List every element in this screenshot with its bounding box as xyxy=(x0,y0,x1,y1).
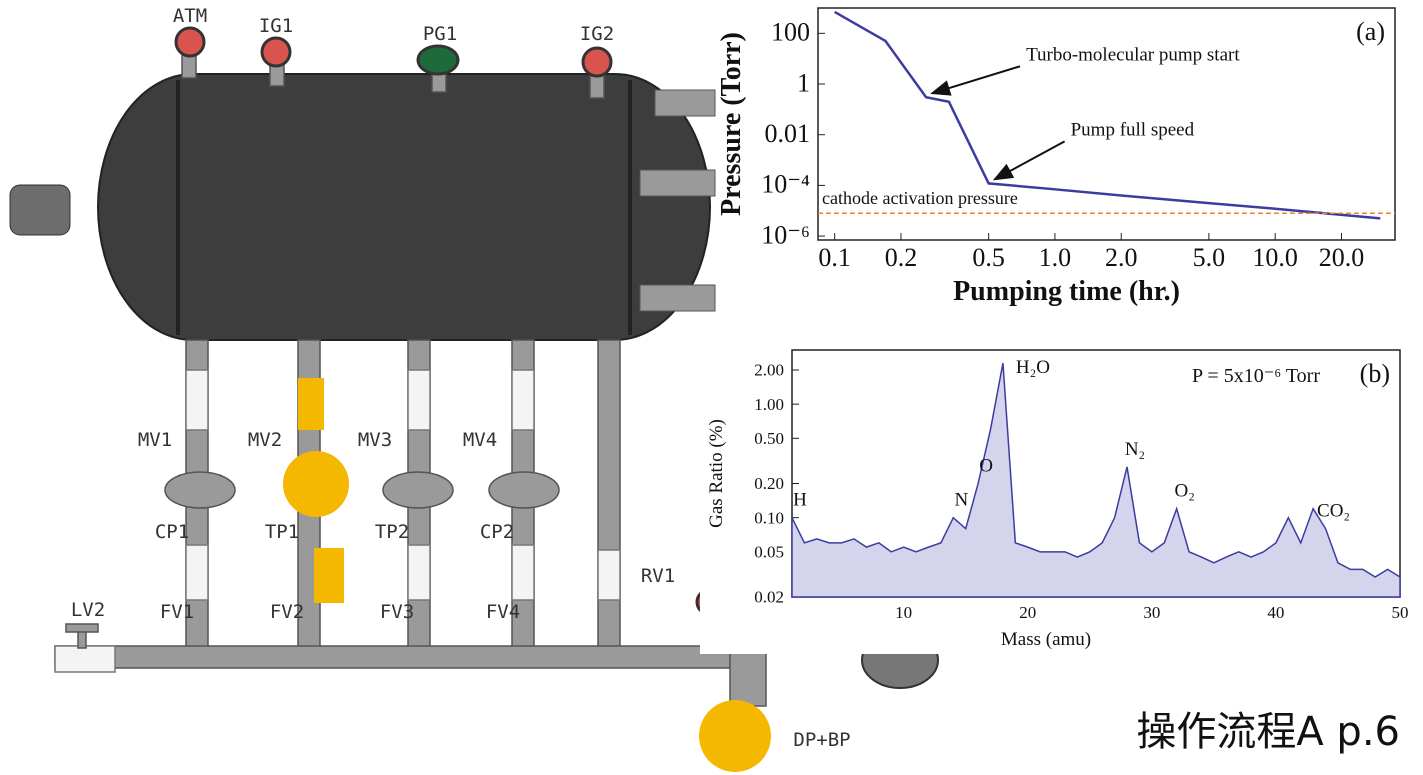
peak-label: O xyxy=(979,455,993,476)
y-axis-label: Gas Ratio (%) xyxy=(706,419,727,528)
valve-label: MV4 xyxy=(463,429,497,451)
annotation: Pump full speed xyxy=(1071,119,1195,140)
caption: 操作流程A p.6 xyxy=(1136,709,1400,755)
annotation-arrow xyxy=(930,65,1021,96)
y-tick-label: 0.01 xyxy=(765,119,811,148)
peak-label: N xyxy=(954,490,968,511)
turbo-pump xyxy=(283,451,349,517)
x-tick-label: 0.5 xyxy=(972,243,1005,272)
y-tick-label: 2.00 xyxy=(754,361,784,380)
gauge-label: IG2 xyxy=(580,23,614,45)
y-tick-label: 1 xyxy=(797,68,810,97)
y-tick-label: 1.00 xyxy=(754,395,784,414)
reference-label: cathode activation pressure xyxy=(822,188,1018,208)
data-area xyxy=(791,362,1401,598)
x-axis-label: Mass (amu) xyxy=(1001,629,1091,650)
gauge-label: IG1 xyxy=(259,15,293,37)
y-tick-label: 0.50 xyxy=(754,429,784,448)
x-tick-label: 10 xyxy=(895,603,912,622)
valve-label: FV1 xyxy=(160,601,194,623)
x-tick-label: 5.0 xyxy=(1193,243,1226,272)
x-tick-label: 0.1 xyxy=(818,243,851,272)
x-tick-label: 20 xyxy=(1019,603,1036,622)
valve-label: LV2 xyxy=(71,599,105,621)
gauge xyxy=(260,36,292,68)
gauge xyxy=(174,26,206,58)
peak-label: H₂O xyxy=(1016,357,1050,378)
panel-label: (b) xyxy=(1360,359,1390,388)
gauge xyxy=(416,44,460,76)
x-tick-label: 1.0 xyxy=(1039,243,1072,272)
diffusion-pump xyxy=(699,700,771,772)
x-tick-label: 2.0 xyxy=(1105,243,1138,272)
valve-label: FV3 xyxy=(380,601,414,623)
valve-label: FV4 xyxy=(486,601,520,623)
data-line xyxy=(834,10,1381,220)
x-tick-label: 20.0 xyxy=(1319,243,1365,272)
valve-label: MV2 xyxy=(248,429,282,451)
chamber xyxy=(97,73,711,341)
x-tick-label: 40 xyxy=(1267,603,1284,622)
x-tick-label: 50 xyxy=(1392,603,1409,622)
chart-a-panel xyxy=(722,0,1423,312)
vacuum-diagram: ATM IG1 PG1 IG2 MV1 MV2 MV3 MV4 CP1 TP1 … xyxy=(9,5,939,772)
y-tick-label: 10⁻⁶ xyxy=(761,220,810,249)
y-tick-label: 0.05 xyxy=(754,542,784,561)
x-tick-label: 10.0 xyxy=(1252,243,1298,272)
gauge-label: PG1 xyxy=(423,23,457,45)
open-valve xyxy=(314,548,344,603)
y-tick-label: 0.02 xyxy=(754,588,784,607)
plot-frame xyxy=(817,7,1396,241)
x-tick-label: 30 xyxy=(1143,603,1160,622)
pump-label: TP2 xyxy=(375,521,409,543)
chart-b-panel xyxy=(700,336,1423,654)
peak-label: N₂ xyxy=(1125,439,1145,460)
gauge xyxy=(581,46,613,78)
gauge-label: ATM xyxy=(173,5,207,27)
panel-label: (a) xyxy=(1356,17,1385,46)
pump-label: DP+BP xyxy=(793,729,850,751)
open-valve xyxy=(298,378,324,430)
peak-label: H xyxy=(793,490,807,511)
peak-label: O₂ xyxy=(1174,481,1194,502)
side-port xyxy=(9,184,71,236)
pump-label: CP2 xyxy=(480,521,514,543)
y-axis-label: Pressure (Torr) xyxy=(716,32,747,216)
subtitle: P = 5x10⁻⁶ Torr xyxy=(1192,365,1320,387)
valve-label: MV3 xyxy=(358,429,392,451)
annotation: Turbo-molecular pump start xyxy=(1026,44,1240,65)
x-tick-label: 0.2 xyxy=(885,243,918,272)
y-tick-label: 0.10 xyxy=(754,508,784,527)
y-tick-label: 0.20 xyxy=(754,474,784,493)
x-axis-label: Pumping time (hr.) xyxy=(953,276,1180,307)
peak-label: CO₂ xyxy=(1317,501,1350,522)
valve-label: FV2 xyxy=(270,601,304,623)
valve-label: RV1 xyxy=(641,565,675,587)
y-tick-label: 100 xyxy=(771,18,810,47)
pump-label: CP1 xyxy=(155,521,189,543)
pump-label: TP1 xyxy=(265,521,299,543)
annotation-arrow xyxy=(992,140,1066,181)
valve-label: MV1 xyxy=(138,429,172,451)
y-tick-label: 10⁻⁴ xyxy=(761,170,810,199)
